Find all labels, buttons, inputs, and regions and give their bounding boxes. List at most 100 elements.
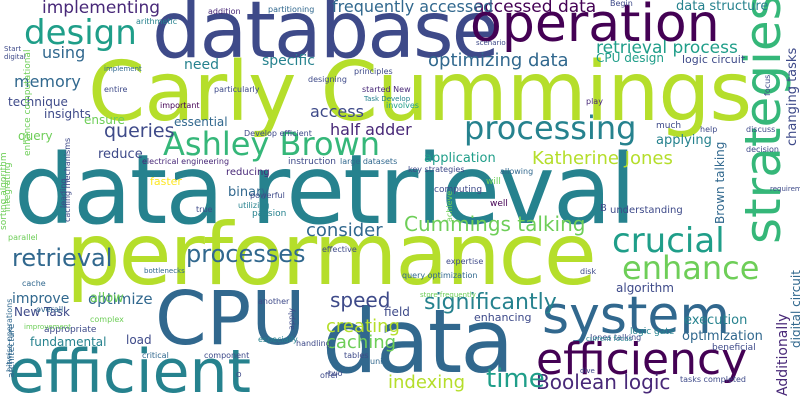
word: Task Develop	[364, 95, 411, 103]
word: frequently accessed	[332, 0, 494, 16]
word: New Task	[14, 305, 70, 319]
word: critical	[142, 351, 169, 360]
word: speed	[330, 288, 391, 312]
word: retrieval	[12, 244, 113, 272]
word: apply	[287, 307, 296, 330]
word: implementing	[42, 0, 161, 18]
word: need	[184, 57, 219, 73]
word: data	[322, 290, 514, 393]
word: Begin	[610, 0, 633, 8]
word: partitioning	[268, 5, 315, 14]
word: much	[656, 121, 682, 131]
word: memory	[14, 72, 81, 91]
word: allowing	[500, 167, 534, 176]
word: component	[204, 351, 250, 360]
word: disk	[580, 267, 597, 276]
word: enhancing	[474, 311, 532, 324]
word: scenario	[476, 39, 506, 47]
word: specific	[262, 53, 315, 69]
word: application	[424, 151, 496, 166]
word: parallel	[8, 233, 38, 242]
word: complex	[90, 315, 124, 324]
word: indexing	[388, 372, 466, 393]
word: decision	[746, 145, 779, 154]
word: caching	[326, 332, 397, 353]
word: entire	[104, 85, 128, 94]
word: appropriate	[44, 325, 97, 335]
word: optimizing data	[428, 50, 569, 71]
word: reducing	[226, 167, 270, 178]
word: ensure	[84, 113, 125, 127]
word: access	[310, 102, 364, 121]
word: applying	[656, 133, 712, 148]
word: handling	[296, 339, 331, 348]
word: integrating	[3, 162, 13, 212]
word: data retrieval	[14, 134, 636, 246]
word: algorithm	[616, 281, 674, 295]
word: will	[486, 177, 501, 187]
word: play	[586, 97, 603, 106]
word: Carly Cummings	[88, 45, 752, 140]
word: bottlenecks	[144, 267, 185, 275]
word: another	[258, 297, 290, 306]
word: started New	[362, 85, 411, 94]
word: processes	[186, 240, 306, 268]
word: changing tasks	[785, 47, 800, 146]
word: well	[490, 199, 508, 209]
word: designing	[308, 75, 347, 84]
word: achieve	[445, 190, 454, 222]
word: discuss	[746, 125, 776, 134]
word: field	[384, 305, 410, 319]
word: fundamental	[30, 335, 107, 349]
word: load	[126, 333, 152, 347]
word: efficiency	[536, 334, 748, 385]
word: B	[600, 203, 607, 214]
word: O	[236, 371, 242, 379]
word: using	[42, 43, 86, 62]
word: half adder	[330, 120, 412, 139]
word: reduce	[98, 147, 143, 162]
word: computing	[434, 185, 483, 195]
word: cache	[22, 279, 46, 288]
word: logic gate	[630, 327, 675, 337]
word: queries	[104, 120, 175, 142]
word: help	[700, 125, 718, 134]
word: time	[486, 364, 545, 394]
word: principles	[354, 67, 393, 76]
word: arithmetic	[136, 17, 178, 26]
word: especially	[258, 335, 298, 344]
word: addition	[208, 7, 241, 16]
word: store frequently	[420, 291, 476, 299]
word: insights	[44, 107, 91, 121]
word: Additionally	[775, 313, 791, 396]
word: Katherine Jones	[532, 148, 673, 169]
word: execution	[684, 313, 748, 328]
word: logic circuit	[682, 53, 746, 66]
word: database	[152, 0, 500, 76]
word: two	[328, 369, 343, 378]
word: optimization	[682, 329, 763, 344]
word: beneficial	[712, 343, 756, 353]
word: CPU	[155, 276, 306, 362]
word: strategies	[734, 0, 792, 244]
word: powerful	[250, 191, 285, 200]
word: overall	[36, 305, 64, 314]
word: bitwise operations	[5, 298, 14, 372]
word: efficient	[8, 337, 252, 400]
word: improvement	[24, 323, 71, 331]
word: accessed data	[474, 0, 597, 17]
word: CPU design	[596, 51, 665, 65]
word: allow	[90, 291, 124, 306]
word: particularly	[214, 85, 260, 94]
word: digital	[4, 53, 26, 61]
word: tasks completed	[680, 375, 746, 384]
word: query	[18, 129, 53, 143]
word: data structure	[676, 0, 769, 14]
word: offer	[320, 371, 339, 380]
word: optimize	[88, 290, 153, 308]
word: binary	[228, 185, 270, 200]
word: expertise	[446, 257, 484, 266]
word: retrieval process	[596, 38, 738, 58]
word: Start	[4, 45, 22, 53]
